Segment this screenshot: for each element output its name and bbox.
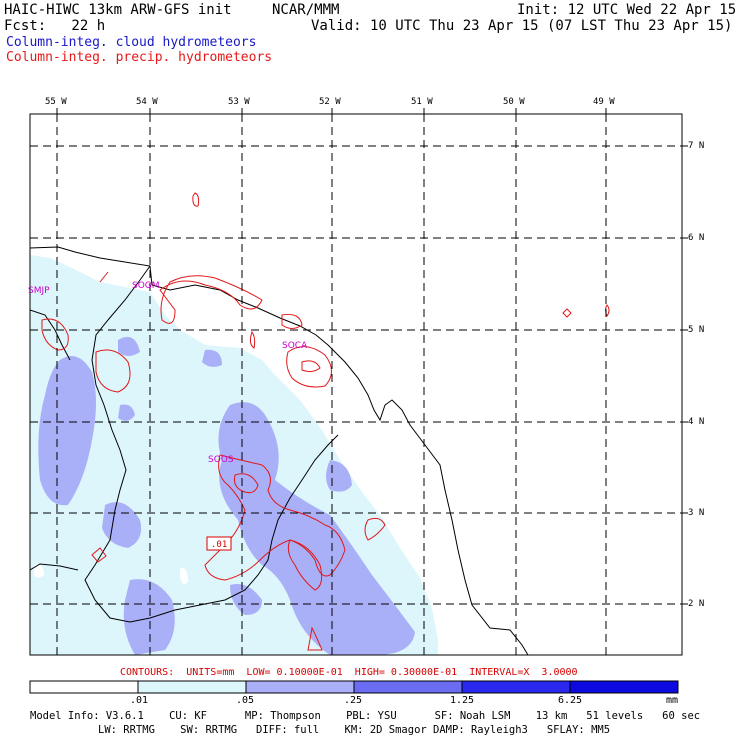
station-label: SMJP [28, 286, 50, 296]
colorbar-units: mm [666, 695, 679, 706]
cloud-blob [230, 584, 262, 615]
cloud-blob [118, 336, 140, 356]
colorbar-tick: .25 [344, 695, 363, 706]
station-label: SOGM [132, 281, 160, 291]
cloud-blob [218, 402, 415, 655]
latlon-grid [30, 114, 682, 655]
colorbar-tick: .05 [236, 695, 255, 706]
model-info-line1: Model Info: V3.6.1 CU: KF MP: Thompson P… [30, 710, 701, 722]
contours-info: CONTOURS: UNITS=mm LOW= 0.10000E-01 HIGH… [120, 667, 578, 678]
lon-label: 52 W [319, 97, 341, 107]
lon-label: 53 W [228, 97, 250, 107]
station-label: SOCA [282, 341, 308, 351]
cloud-blob [326, 460, 352, 492]
lat-label: 3 N [688, 508, 705, 518]
cloud-legend: Column-integ. cloud hydrometeors [6, 35, 257, 50]
lon-label: 54 W [136, 97, 158, 107]
colorbar-tick: 1.25 [450, 695, 475, 706]
org-name: NCAR/MMM [272, 2, 340, 18]
contour-label-box [206, 536, 232, 551]
lon-label: 51 W [411, 97, 433, 107]
map-frame [29, 113, 683, 656]
lat-label: 7 N [688, 141, 705, 151]
lat-label: 2 N [688, 599, 705, 609]
lat-label: 4 N [688, 417, 705, 427]
field-shading [30, 255, 438, 655]
contour-label: .01 [211, 540, 227, 550]
model-title: HAIC-HIWC 13km ARW-GFS init [4, 2, 232, 18]
lon-label: 50 W [503, 97, 525, 107]
valid-time: Valid: 10 UTC Thu 23 Apr 15 (07 LST Thu … [311, 18, 733, 34]
forecast-hour: Fcst: 22 h [4, 18, 106, 34]
precip-contours [41, 192, 610, 651]
init-time: Init: 12 UTC Wed 22 Apr 15 [517, 2, 737, 18]
cloud-blob [102, 502, 142, 548]
cloud-blob [38, 356, 96, 506]
cloud-blob [123, 579, 175, 655]
cloud-blob [202, 349, 222, 367]
axis-ticks [56, 108, 688, 605]
lon-label: 55 W [45, 97, 67, 107]
colorbar-tick: 6.25 [558, 695, 583, 706]
station-label: SOOS [208, 455, 234, 465]
precip-legend: Column-integ. precip. hydrometeors [6, 50, 273, 65]
lat-label: 6 N [688, 233, 705, 243]
model-info-line2: LW: RRTMG SW: RRTMG DIFF: full KM: 2D Sm… [98, 724, 611, 736]
lat-label: 5 N [688, 325, 705, 335]
cloud-blob [118, 404, 135, 421]
lon-label: 49 W [593, 97, 615, 107]
coastline [30, 246, 529, 655]
colorbar-tick: .01 [130, 695, 149, 706]
colorbar [29, 680, 679, 694]
